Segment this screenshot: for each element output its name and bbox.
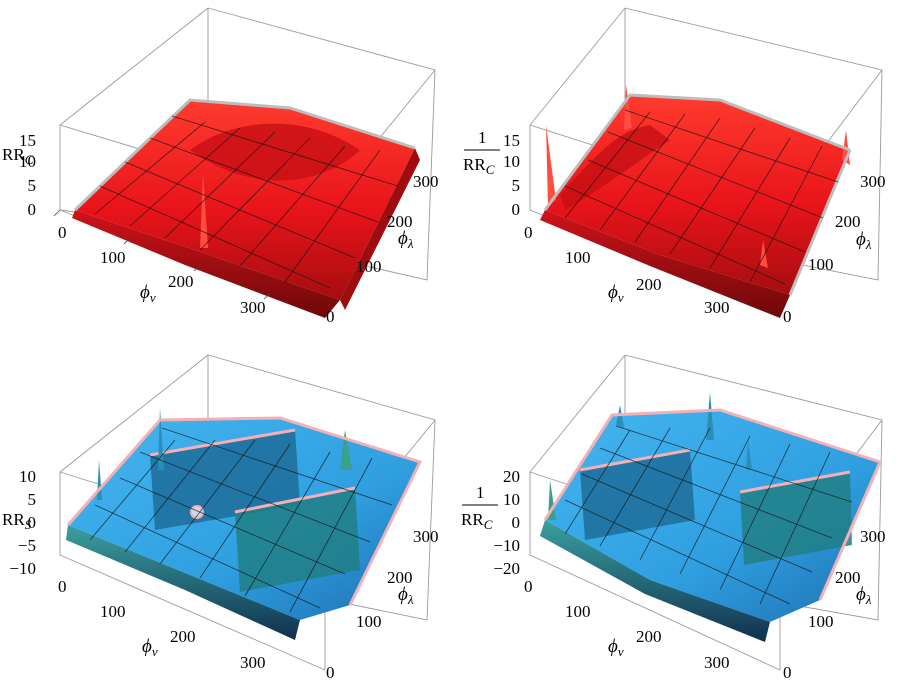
z-tick-label: 0 (28, 513, 37, 532)
x-axis-label: ϕν (140, 282, 156, 305)
x-tick-label: 200 (168, 272, 194, 291)
x-tick-label: 300 (240, 298, 266, 317)
x-tick-label: 0 (524, 223, 533, 242)
x-tick-label: 200 (636, 627, 662, 646)
x-tick-label: 300 (704, 298, 730, 317)
y-tick-label: 0 (326, 307, 335, 326)
panel-bottom-right: 20 10 0 −10 −20 1 RRC 0 100 200 300 ϕν 0… (461, 354, 886, 681)
y-tick-label: 200 (835, 568, 861, 587)
y-tick-label: 100 (808, 612, 834, 631)
surface (72, 98, 420, 318)
z-axis-ticks: 20 10 0 −10 −20 (493, 467, 520, 578)
z-tick-label: −20 (493, 559, 520, 578)
surface-mesh (94, 115, 399, 289)
surface (540, 85, 852, 318)
z-axis-label: 1 RRC (463, 128, 500, 177)
z-axis-label: RRS (2, 510, 32, 532)
x-tick-label: 300 (240, 653, 266, 672)
y-axis-ticks: 0 100 200 300 (783, 172, 886, 326)
z-tick-label: 10 (503, 152, 520, 171)
x-axis-ticks: 0 100 200 300 (524, 223, 730, 317)
svg-text:1: 1 (476, 483, 485, 502)
panel-bottom-left: 10 5 0 −5 −10 RRS 0 100 200 300 ϕν 0 100… (2, 354, 439, 681)
y-tick-label: 0 (783, 663, 792, 681)
y-tick-label: 300 (860, 172, 886, 191)
y-axis-label: ϕλ (398, 228, 414, 251)
z-tick-label: −10 (9, 559, 36, 578)
z-tick-label: 20 (503, 467, 520, 486)
y-axis-ticks: 0 100 200 300 (326, 527, 439, 681)
svg-text:RRC: RRC (461, 510, 493, 532)
y-axis-label: ϕλ (856, 584, 872, 607)
z-tick-label: −10 (493, 536, 520, 555)
z-tick-label: 10 (19, 152, 36, 171)
x-tick-label: 200 (636, 275, 662, 294)
y-tick-label: 300 (413, 527, 439, 546)
z-tick-label: 5 (512, 176, 521, 195)
y-axis-ticks: 0 100 200 300 (326, 172, 439, 326)
y-tick-label: 0 (783, 307, 792, 326)
surface-mesh (89, 427, 393, 613)
x-axis-label: ϕν (142, 636, 158, 659)
x-tick-label: 100 (100, 602, 126, 621)
x-tick-label: 0 (524, 577, 533, 596)
y-tick-label: 100 (356, 257, 382, 276)
y-tick-label: 200 (387, 212, 413, 231)
y-tick-label: 300 (860, 527, 886, 546)
z-tick-label: 15 (503, 131, 520, 150)
x-tick-label: 0 (58, 223, 67, 242)
y-axis-label: ϕλ (856, 229, 872, 252)
z-tick-label: 5 (28, 490, 37, 509)
y-tick-label: 100 (808, 255, 834, 274)
y-tick-label: 0 (326, 663, 335, 681)
y-axis-ticks: 0 100 200 300 (783, 527, 886, 681)
z-axis-label: 1 RRC (461, 483, 498, 532)
surface-mesh (564, 425, 853, 605)
x-tick-label: 100 (100, 248, 126, 267)
z-axis-ticks: 15 10 5 0 (19, 131, 36, 219)
svg-text:1: 1 (478, 128, 487, 147)
z-axis-ticks: 10 5 0 −5 −10 (9, 467, 36, 578)
y-axis-label: ϕλ (398, 584, 414, 607)
z-tick-label: 0 (512, 200, 521, 219)
z-tick-label: −5 (18, 536, 36, 555)
z-tick-label: 10 (503, 490, 520, 509)
y-tick-label: 200 (387, 568, 413, 587)
x-tick-label: 100 (565, 248, 591, 267)
y-tick-label: 300 (413, 172, 439, 191)
x-axis-label: ϕν (608, 282, 624, 305)
x-axis-ticks: 0 100 200 300 (58, 577, 266, 672)
x-axis-label: ϕν (608, 636, 624, 659)
x-tick-label: 300 (704, 653, 730, 672)
x-axis-ticks: 0 100 200 300 (53, 209, 271, 317)
surface-mesh (564, 109, 839, 285)
y-tick-label: 200 (835, 212, 861, 231)
x-axis-ticks: 0 100 200 300 (524, 577, 730, 672)
z-tick-label: 10 (19, 467, 36, 486)
y-tick-label: 100 (356, 612, 382, 631)
z-tick-label: 5 (28, 176, 37, 195)
z-tick-label: 15 (19, 131, 36, 150)
x-tick-label: 200 (170, 627, 196, 646)
x-tick-label: 100 (565, 602, 591, 621)
surface (540, 392, 883, 642)
panel-top-right: 15 10 5 0 1 RRC 0 100 200 300 ϕν 0 100 2… (463, 7, 886, 326)
z-tick-label: 0 (512, 513, 521, 532)
z-axis-ticks: 15 10 5 0 (503, 131, 520, 219)
x-tick-label: 0 (58, 577, 67, 596)
surface (66, 408, 423, 640)
panel-top-left: 15 10 5 0 RRC 0 100 200 300 ϕν 0 100 200… (2, 7, 439, 326)
svg-text:RRC: RRC (463, 155, 495, 177)
z-tick-label: 0 (28, 200, 37, 219)
